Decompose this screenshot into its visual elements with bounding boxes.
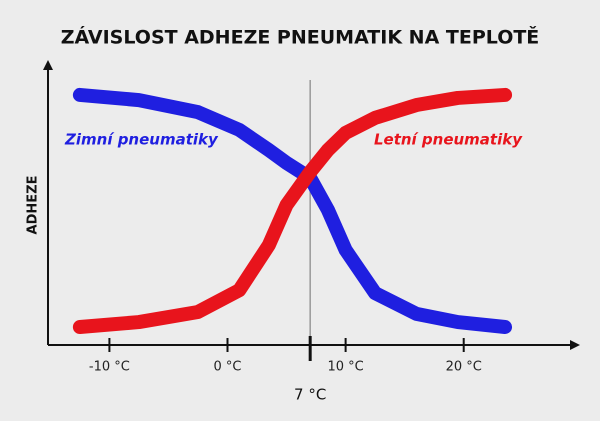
marker-label: 7 °C bbox=[294, 386, 326, 404]
x-tick-label: 20 °C bbox=[446, 360, 482, 375]
x-tick-label: -10 °C bbox=[89, 360, 130, 375]
series-label: Letní pneumatiky bbox=[374, 131, 523, 149]
y-axis-label: ADHEZE bbox=[26, 176, 41, 235]
x-tick-label: 0 °C bbox=[214, 360, 242, 375]
x-tick-label: 10 °C bbox=[327, 360, 363, 375]
y-axis-arrow bbox=[43, 60, 53, 70]
series-label: Zimní pneumatiky bbox=[64, 131, 219, 149]
series-line bbox=[72, 87, 513, 334]
chart-title: ZÁVISLOST ADHEZE PNEUMATIK NA TEPLOTĚ bbox=[61, 26, 540, 49]
x-axis-arrow bbox=[570, 340, 580, 350]
